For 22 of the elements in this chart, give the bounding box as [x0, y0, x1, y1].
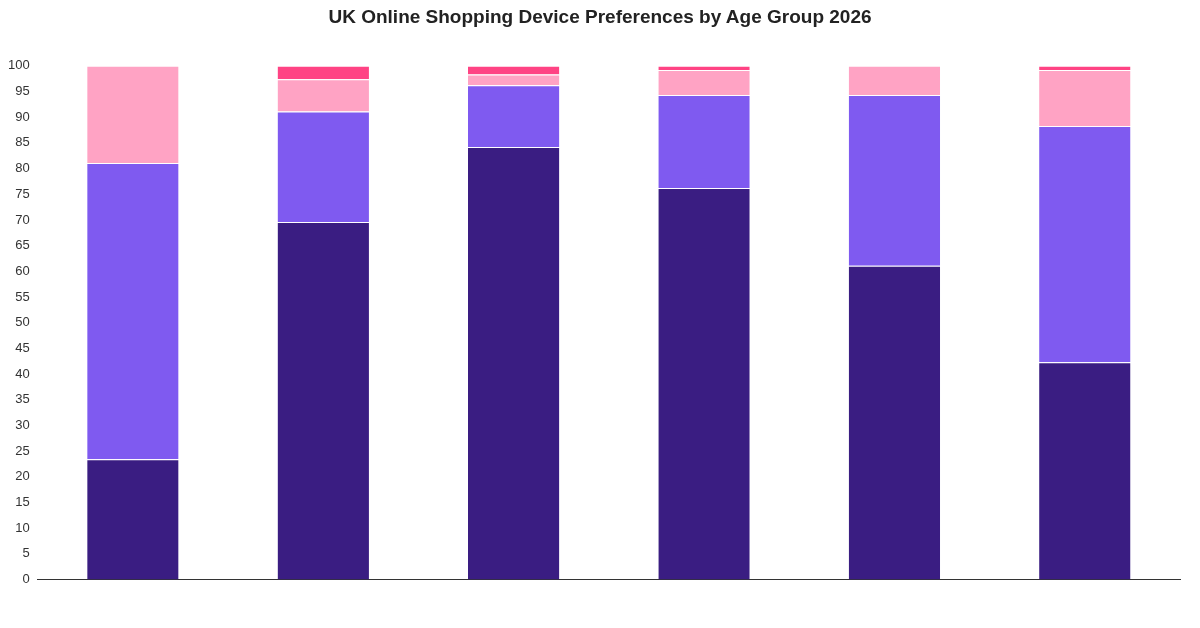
- y-tick-label: 60: [15, 262, 30, 278]
- y-tick-label: 20: [15, 468, 30, 484]
- y-tick-label: 50: [15, 314, 30, 330]
- y-tick-label: 35: [15, 391, 30, 407]
- y-tick-label: 25: [15, 442, 30, 458]
- y-tick-label: 45: [15, 339, 30, 355]
- y-tick-label: 65: [15, 237, 30, 253]
- y-tick-label: 85: [15, 134, 30, 150]
- y-tick-label: 30: [15, 417, 30, 433]
- y-tick-label: 80: [15, 160, 30, 176]
- chart-title: UK Online Shopping Device Preferences by Age Group 2026: [327, 6, 873, 28]
- y-tick-label: 10: [15, 519, 30, 535]
- y-tick-label: 90: [15, 108, 30, 124]
- y-tick-label: 5: [22, 545, 30, 561]
- y-tick-label: 70: [15, 211, 30, 227]
- y-tick-label: 40: [15, 365, 30, 381]
- y-tick-label: 55: [15, 288, 30, 304]
- y-tick-label: 95: [15, 83, 30, 99]
- y-tick-label: 75: [15, 185, 30, 201]
- y-tick-label: 0: [22, 571, 30, 587]
- y-tick-label: 100: [7, 57, 30, 73]
- y-tick-label: 15: [15, 494, 30, 510]
